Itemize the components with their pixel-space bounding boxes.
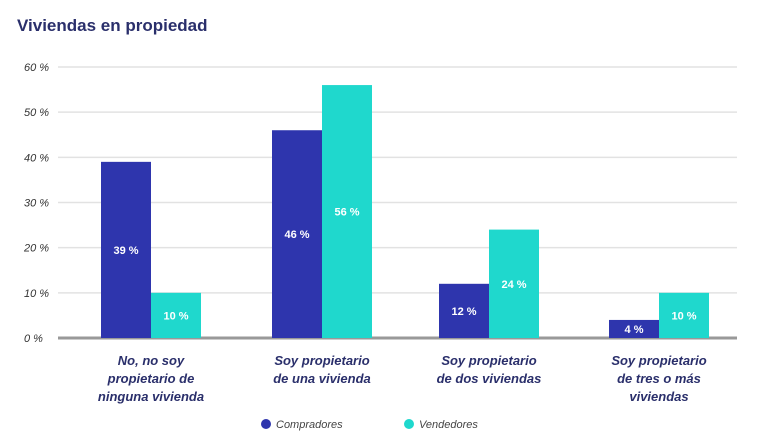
data-label: 10 %	[671, 310, 696, 322]
bar-compradores	[101, 161, 151, 338]
category-label: ninguna vivienda	[98, 389, 204, 404]
y-tick-label: 10 %	[24, 288, 49, 300]
legend-label: Vendedores	[419, 419, 478, 431]
category-label: Soy propietario	[274, 353, 369, 368]
y-tick-label: 40 %	[24, 152, 49, 164]
data-label: 4 %	[625, 324, 644, 336]
y-tick-label: 50 %	[24, 107, 49, 119]
category-label: de tres o más	[617, 371, 701, 386]
category-label: Soy propietario	[611, 353, 706, 368]
bar-compradores	[272, 130, 322, 338]
category-label: viviendas	[629, 389, 688, 404]
data-label: 56 %	[334, 207, 359, 219]
category-label: propietario de	[107, 371, 195, 386]
data-label: 10 %	[163, 310, 188, 322]
bar-vendedores	[322, 85, 372, 338]
bar-compradores	[439, 283, 489, 338]
bar-vendedores	[151, 292, 201, 338]
bar-compradores	[609, 319, 659, 338]
chart-title: Viviendas en propiedad	[17, 16, 208, 35]
data-label: 46 %	[284, 229, 309, 241]
category-label: No, no soy	[118, 353, 185, 368]
y-tick-label: 20 %	[23, 243, 49, 255]
data-label: 24 %	[501, 279, 526, 291]
category-label: de dos viviendas	[437, 371, 542, 386]
bar-vendedores	[659, 292, 709, 338]
legend-marker-compradores	[261, 419, 271, 429]
category-label: de una vivienda	[273, 371, 371, 386]
bar-vendedores	[489, 229, 539, 338]
legend-marker-vendedores	[404, 419, 414, 429]
data-label: 12 %	[451, 306, 476, 318]
y-tick-label: 60 %	[24, 62, 49, 74]
data-label: 39 %	[113, 245, 138, 257]
y-tick-label: 30 %	[24, 198, 49, 210]
category-label: Soy propietario	[441, 353, 536, 368]
y-tick-label: 0 %	[24, 333, 43, 345]
legend-label: Compradores	[276, 419, 343, 431]
